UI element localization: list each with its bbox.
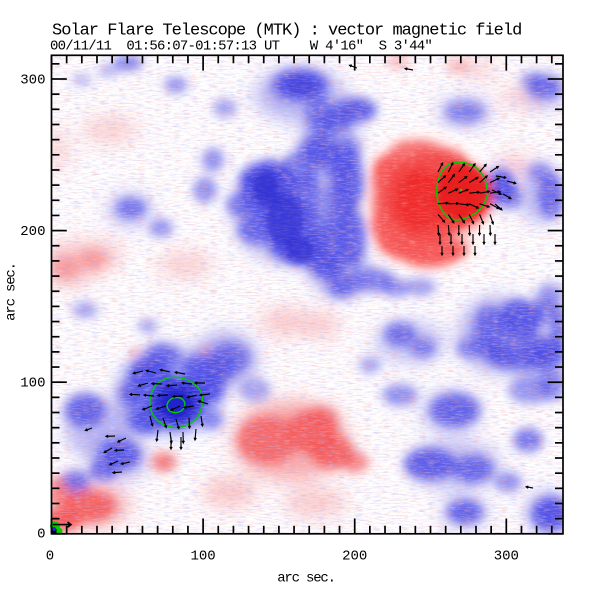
svg-text:200: 200 [342, 549, 367, 565]
svg-text:0: 0 [37, 527, 45, 543]
svg-text:0: 0 [46, 549, 54, 565]
svg-text:arc sec.: arc sec. [4, 263, 20, 321]
svg-text:00/11/11 01:56:07-01:57:13 UT: 00/11/11 01:56:07-01:57:13 UT W 4'16" S … [50, 38, 432, 54]
svg-text:200: 200 [20, 224, 45, 240]
svg-text:100: 100 [190, 549, 215, 565]
svg-text:arc sec.: arc sec. [277, 570, 335, 585]
svg-text:300: 300 [20, 73, 45, 89]
svg-text:100: 100 [20, 376, 45, 392]
svg-text:Solar Flare Telescope (MTK) :: Solar Flare Telescope (MTK) : vector mag… [52, 21, 521, 40]
svg-text:300: 300 [494, 549, 519, 565]
